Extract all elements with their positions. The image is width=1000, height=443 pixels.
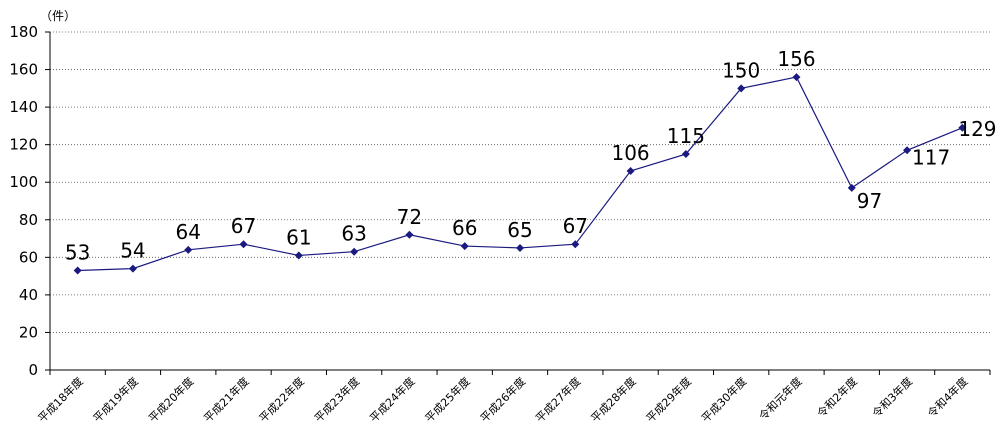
data-label: 61 <box>286 225 311 249</box>
x-tick-label: 平成22年度 <box>256 374 307 425</box>
x-tick-label: 平成23年度 <box>311 374 362 425</box>
x-tick-label: 平成25年度 <box>422 374 473 425</box>
gridlines <box>50 31 990 333</box>
y-tick-label: 120 <box>9 136 38 154</box>
data-label: 117 <box>912 145 950 169</box>
data-point-marker <box>294 251 303 260</box>
y-tick-label: 140 <box>9 98 38 116</box>
data-label: 67 <box>563 214 588 238</box>
data-point-marker <box>516 243 524 252</box>
x-tick-label: 平成27年度 <box>533 374 584 425</box>
x-tick-label: 平成30年度 <box>698 374 749 425</box>
y-tick-label: 80 <box>19 211 38 229</box>
x-tick-label: 平成26年度 <box>477 374 528 425</box>
y-tick-labels: 0 20 40 60 80 100 120 140 160 180 <box>9 23 38 379</box>
data-label: 54 <box>120 239 145 263</box>
data-label: 63 <box>341 222 366 246</box>
data-label: 156 <box>777 47 815 71</box>
y-tick-label: 100 <box>9 173 38 191</box>
data-label: 106 <box>611 141 649 165</box>
data-label: 150 <box>722 58 760 82</box>
axes <box>45 31 991 375</box>
y-tick-label: 160 <box>9 61 38 79</box>
data-label: 65 <box>507 218 532 242</box>
data-label: 72 <box>397 205 422 229</box>
y-tick-label: 60 <box>19 248 38 266</box>
data-point-marker <box>128 264 137 273</box>
x-tick-label: 平成21年度 <box>201 374 252 425</box>
y-axis-unit-label: （件） <box>40 9 76 23</box>
x-tick-label: 令和元年度 <box>756 374 805 423</box>
data-point-marker <box>958 123 967 132</box>
data-point-marker <box>792 73 801 82</box>
data-point-marker <box>184 245 193 254</box>
data-point-marker <box>626 166 635 175</box>
x-tick-label: 令和3年度 <box>869 374 915 420</box>
y-tick-label: 180 <box>9 23 38 41</box>
data-point-marker <box>681 150 690 159</box>
data-point-marker <box>460 242 469 251</box>
data-point-marker <box>73 266 82 275</box>
x-tick-label: 平成24年度 <box>367 374 418 425</box>
data-point-marker <box>737 84 746 93</box>
data-label: 66 <box>452 216 477 240</box>
x-tick-label: 令和2年度 <box>814 374 860 420</box>
series-line <box>73 73 967 275</box>
y-tick-label: 0 <box>28 361 38 379</box>
data-point-marker <box>847 183 856 192</box>
data-label: 129 <box>958 117 996 141</box>
x-tick-label: 平成28年度 <box>588 374 639 425</box>
data-label: 67 <box>231 214 256 238</box>
data-point-marker <box>350 247 359 256</box>
data-label: 64 <box>176 220 201 244</box>
data-label: 97 <box>857 189 882 213</box>
data-point-marker <box>903 146 912 155</box>
x-tick-label: 平成20年度 <box>145 374 196 425</box>
x-tick-label: 平成18年度 <box>35 374 86 425</box>
y-tick-label: 20 <box>19 323 38 341</box>
x-tick-labels: 平成18年度 平成19年度 平成20年度 平成21年度 平成22年度 平成23年度 平成24… <box>35 374 971 425</box>
x-tick-label: 平成19年度 <box>90 374 141 425</box>
x-tick-label: 平成29年度 <box>643 374 694 425</box>
x-tick-label: 令和4年度 <box>925 374 971 420</box>
y-tick-label: 40 <box>19 286 38 304</box>
data-point-marker <box>239 240 248 249</box>
data-label: 115 <box>667 124 705 148</box>
data-point-marker <box>571 240 580 249</box>
data-label: 53 <box>65 240 90 264</box>
data-point-marker <box>405 230 414 239</box>
data-labels: 53 54 64 67 61 63 72 66 65 67 106 115 150 156 97 117 129 <box>65 47 997 264</box>
